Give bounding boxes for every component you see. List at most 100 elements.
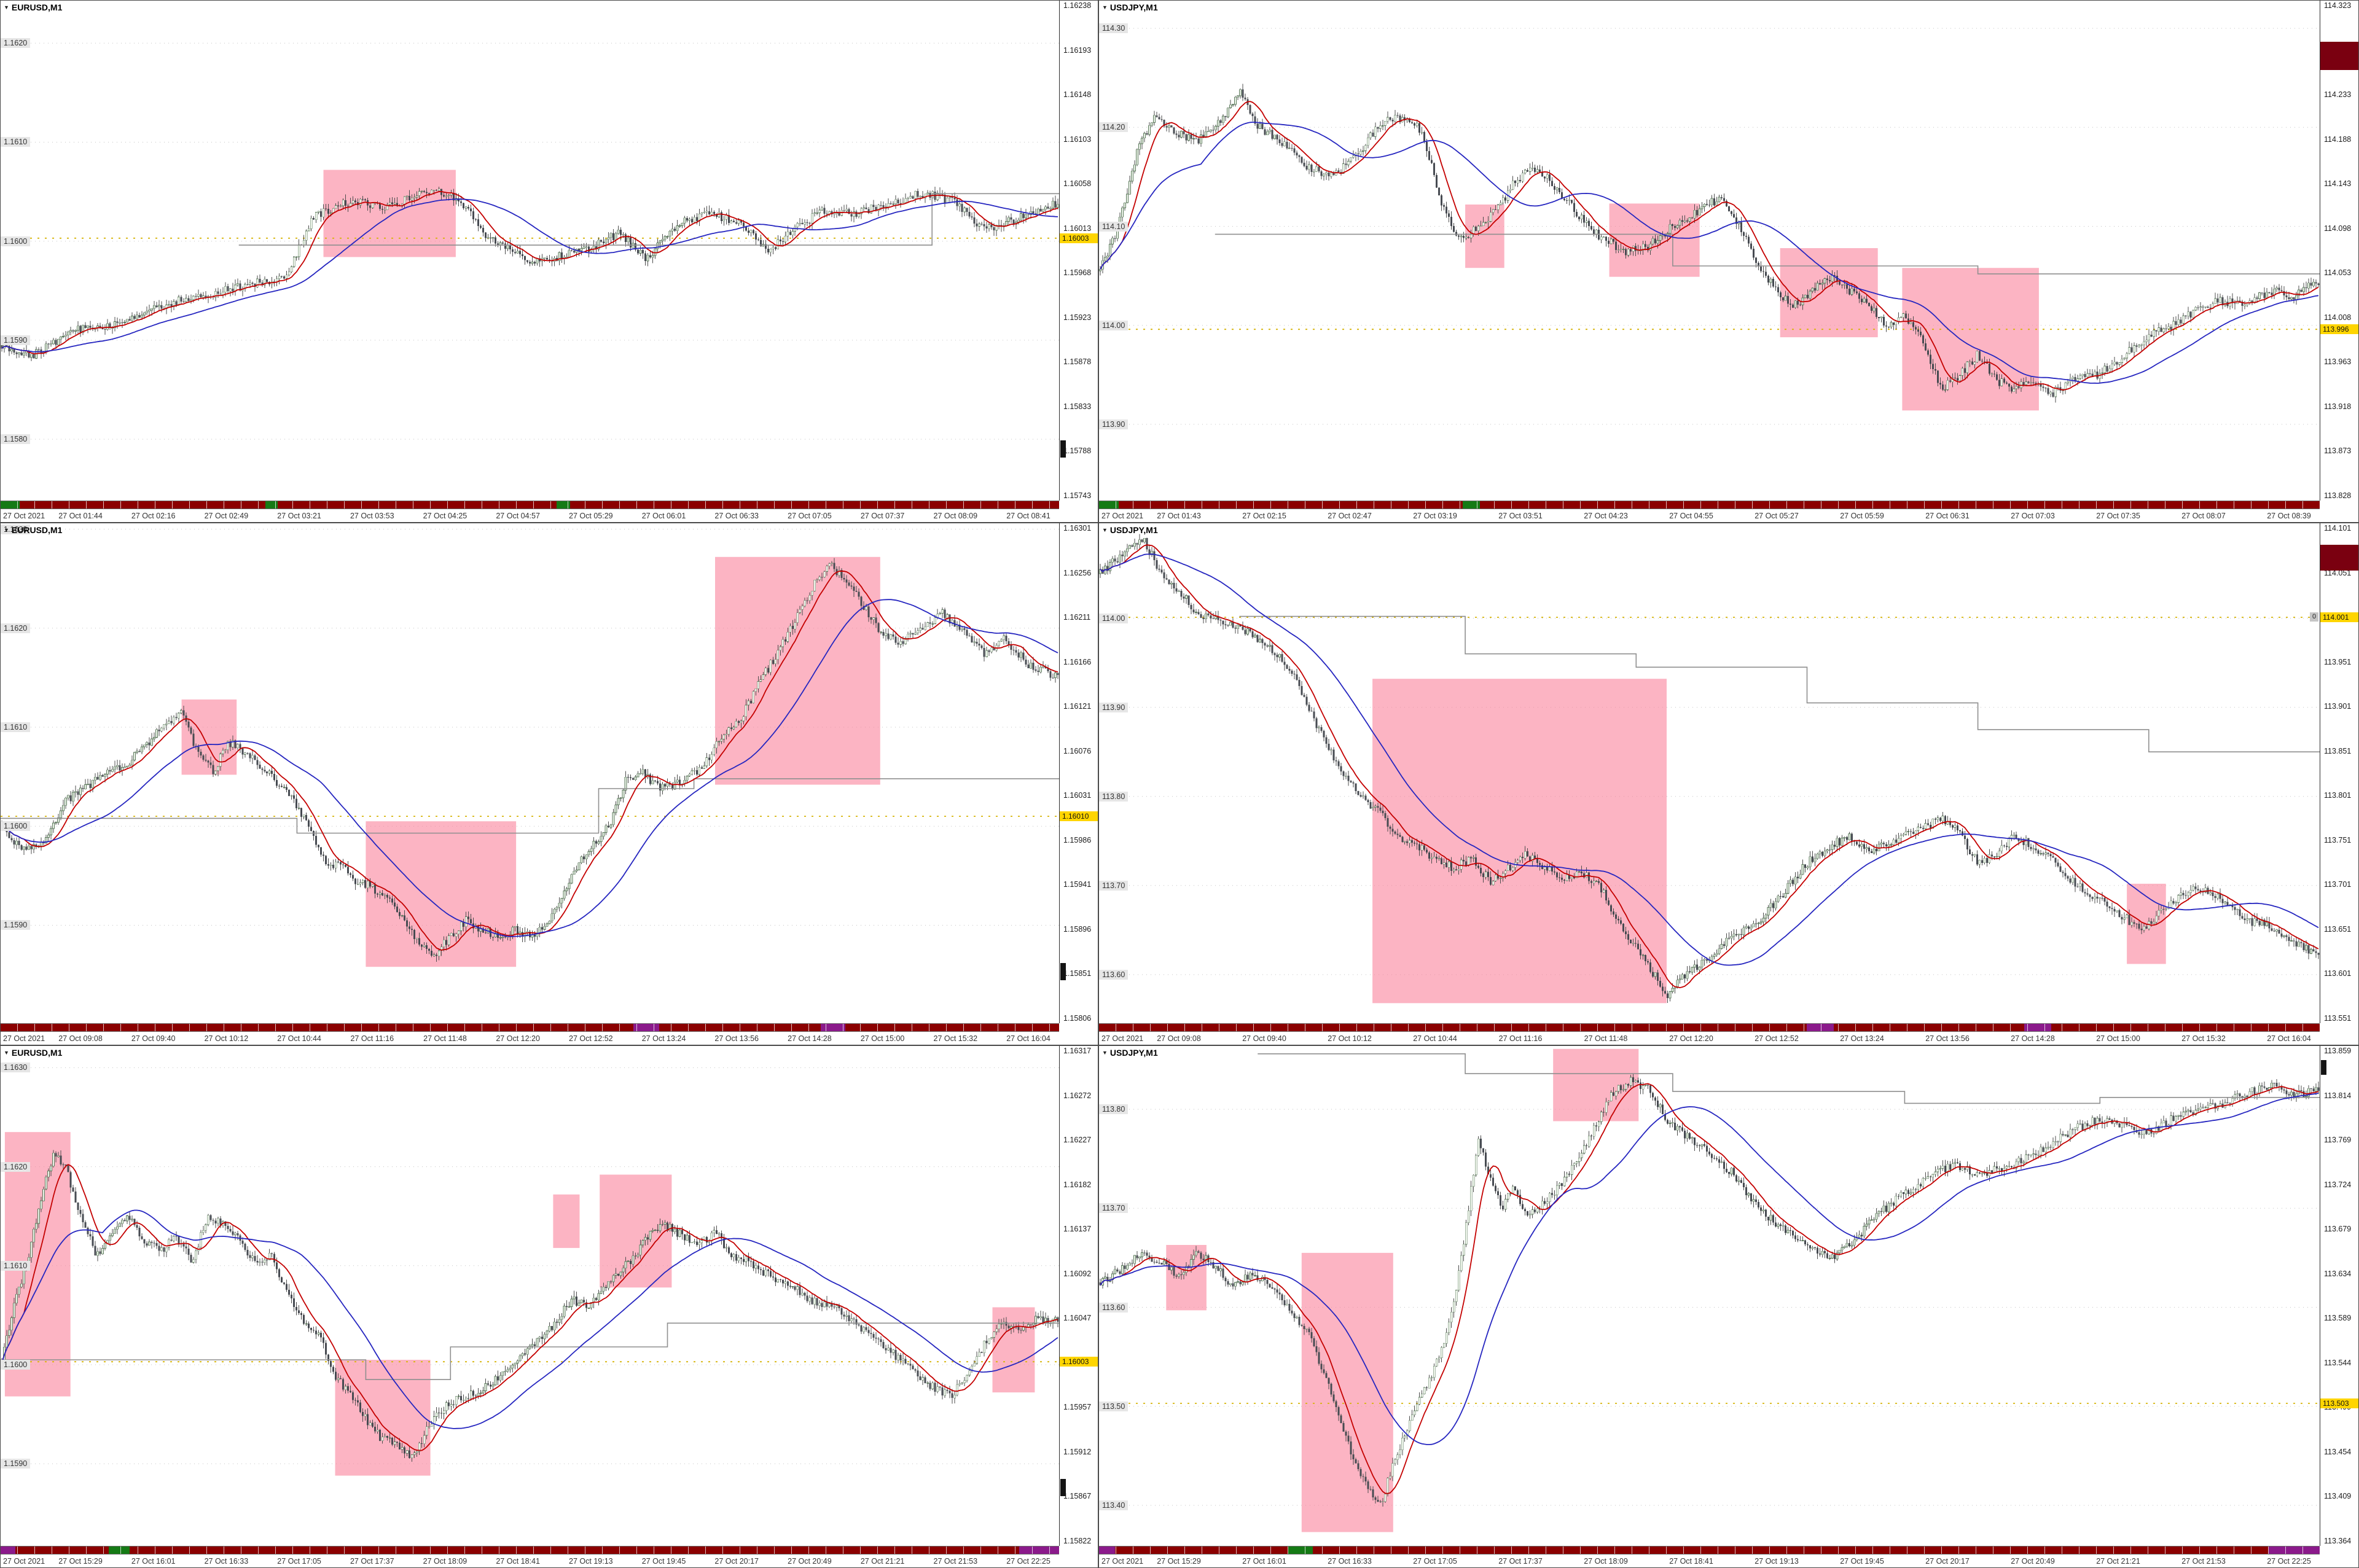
chart-plot-area[interactable]: 1.1630 1.1620 1.1610 1.1600 1.1590 ▼ EURUSD,… [1,523,1059,1023]
highlight-zone [1166,1245,1207,1311]
bull-candles [3,563,1057,957]
price-scale-label: 113.364 [2324,1537,2352,1545]
price-scale-label: 1.15743 [1063,491,1092,500]
date-label: 27 Oct 2021 [3,1557,45,1566]
time-label: 27 Oct 15:29 [58,1557,103,1566]
time-label: 27 Oct 08:07 [2181,512,2226,520]
chart-plot-area[interactable]: 1.1620 1.1610 1.1600 1.1590 1.1580 ▼ EURUSD,… [1,1,1059,501]
indicator-strip[interactable] [1099,501,2320,509]
price-scale[interactable]: 114.323114.278114.233114.188114.143114.0… [2320,1,2358,501]
current-price-tag: 113.996 [2320,324,2358,335]
time-label: 27 Oct 05:59 [1840,512,1884,520]
ma-fast-line [1100,1083,2319,1494]
time-label: 27 Oct 11:16 [350,1034,394,1043]
time-label: 27 Oct 04:23 [1584,512,1628,520]
price-scale-label: 1.15867 [1063,1492,1092,1501]
time-label: 27 Oct 08:39 [2267,512,2311,520]
chart-title: ▼ EURUSD,M1 [4,1048,62,1058]
indicator-strip[interactable] [1,1546,1059,1554]
time-label: 27 Oct 04:55 [1669,512,1713,520]
chart-marker-icon: ▼ [1102,1049,1108,1056]
time-label: 27 Oct 15:00 [2096,1034,2140,1043]
step-level-line [1258,1053,2320,1104]
candlestick-chart[interactable] [1099,1046,2320,1546]
chart-plot-area[interactable]: 114.30 114.20 114.10 114.00 113.90 ▼ USDJPY,… [1099,1,2320,501]
time-axis[interactable]: 27 Oct 2021 27 Oct 09:08 27 Oct 09:40 27 Oc… [1,1032,1098,1045]
bull-candles [1099,537,2312,999]
chart-plot-area[interactable]: 1.1630 1.1620 1.1610 1.1600 1.1590 ▼ EURUSD,… [1,1046,1059,1546]
ma-slow-line [1,599,1058,937]
chart-symbol-label: EURUSD,M1 [11,1048,63,1058]
price-scale-label: 1.16058 [1063,179,1092,189]
time-label: 27 Oct 07:37 [860,512,905,520]
candlestick-chart[interactable] [1099,1,2320,501]
ma-fast-line [1100,101,2319,391]
indicator-strip[interactable] [1,1023,1059,1032]
price-scale[interactable]: 1.16317 1.16272 1.16227 1.16182 1.16137 1.160… [1059,1046,1098,1546]
time-label: 27 Oct 16:04 [2267,1034,2311,1043]
bear-candles [1,1153,1059,1458]
price-scale[interactable]: 113.859 113.814 113.769 113.724 113.679 113.6… [2320,1046,2358,1546]
highlight-zone [600,1174,672,1288]
time-label: 27 Oct 21:21 [860,1557,905,1566]
chart-plot-area[interactable]: 113.80 113.70 113.60 113.50 113.40 ▼ USDJPY,… [1099,1046,2320,1546]
grid-lines [1,529,1059,926]
date-label: 27 Oct 2021 [1101,1034,1144,1043]
highlight-zone [1372,679,1667,1004]
price-scale-label: 1.16193 [1063,45,1092,55]
price-scale-label: 1.15957 [1063,1403,1092,1412]
time-label: 27 Oct 19:45 [641,1557,686,1566]
bear-candles [1099,1077,2320,1502]
scale-marker [2320,544,2358,571]
candlestick-chart[interactable] [1,1,1059,501]
price-scale-label: 1.16013 [1063,224,1092,233]
chart-symbol-label: USDJPY,M1 [1109,525,1158,535]
candlestick-chart[interactable] [1,1046,1059,1546]
chart-title: ▼ EURUSD,M1 [4,525,62,535]
price-scale-label: 114.101 [2324,524,2352,532]
highlight-zone [1553,1048,1639,1121]
chart-symbol-label: USDJPY,M1 [1109,1048,1158,1058]
time-axis[interactable]: 27 Oct 2021 27 Oct 01:44 27 Oct 02:16 27 Oc… [1,509,1098,522]
indicator-strip[interactable] [1,501,1059,509]
price-scale[interactable]: 1.16238 1.16193 1.16148 1.16103 1.16058 1.160… [1059,1,1098,501]
time-label: 27 Oct 03:19 [1413,512,1457,520]
price-scale-label: 114.188 [2324,135,2352,144]
chart-panel-eurusd-m1-session2: 1.1630 1.1620 1.1610 1.1600 1.1590 ▼ EURUSD,… [0,523,1098,1045]
price-scale-label: 114.098 [2324,224,2352,233]
time-label: 27 Oct 06:33 [714,512,759,520]
time-label: 27 Oct 15:00 [860,1034,905,1043]
bear-candles [1114,89,2320,397]
time-axis[interactable]: 27 Oct 2021 27 Oct 01:43 27 Oct 02:15 27 Oc… [1099,509,2358,522]
indicator-strip[interactable] [1099,1546,2320,1554]
time-label: 27 Oct 15:32 [2181,1034,2226,1043]
candlestick-chart[interactable] [1,523,1059,1023]
date-label: 27 Oct 2021 [3,1034,45,1043]
time-label: 27 Oct 17:05 [277,1557,321,1566]
time-label: 27 Oct 18:41 [496,1557,540,1566]
chart-title: ▼ USDJPY,M1 [1102,1048,1158,1058]
price-scale-label: 113.873 [2324,447,2352,456]
time-axis[interactable]: 27 Oct 2021 27 Oct 09:08 27 Oct 09:40 27 Oc… [1099,1032,2358,1045]
time-label: 27 Oct 19:13 [1755,1557,1799,1566]
step-level-line [1215,233,2320,275]
time-axis[interactable]: 27 Oct 2021 27 Oct 15:29 27 Oct 16:01 27 Oc… [1099,1554,2358,1567]
price-scale-label: 113.701 [2324,880,2352,889]
date-label: 27 Oct 2021 [1101,512,1144,520]
time-label: 27 Oct 16:33 [1328,1557,1372,1566]
price-scale[interactable]: 1.16301 1.16256 1.16211 1.16166 1.16121 1.160… [1059,523,1098,1023]
price-scale-label: 113.814 [2324,1091,2352,1100]
ma-fast-line [1,190,1058,354]
candlestick-chart[interactable] [1099,523,2320,1023]
price-scale-label: 1.15851 [1063,969,1092,978]
price-scale-label: 114.143 [2324,179,2352,189]
time-axis[interactable]: 27 Oct 2021 27 Oct 15:29 27 Oct 16:01 27 Oc… [1,1554,1098,1567]
price-scale[interactable]: 114.101 114.051 114.001 113.951 113.901 113.8… [2320,523,2358,1023]
chart-plot-area[interactable]: 114.00 113.90 113.80 113.70 113.60 ▼ USDJPY,… [1099,523,2320,1023]
date-label: 27 Oct 2021 [3,512,45,520]
price-scale-label: 1.16182 [1063,1180,1092,1189]
candle-wicks [1,558,1058,962]
highlight-zone [1780,248,1878,338]
indicator-strip[interactable] [1099,1023,2320,1032]
